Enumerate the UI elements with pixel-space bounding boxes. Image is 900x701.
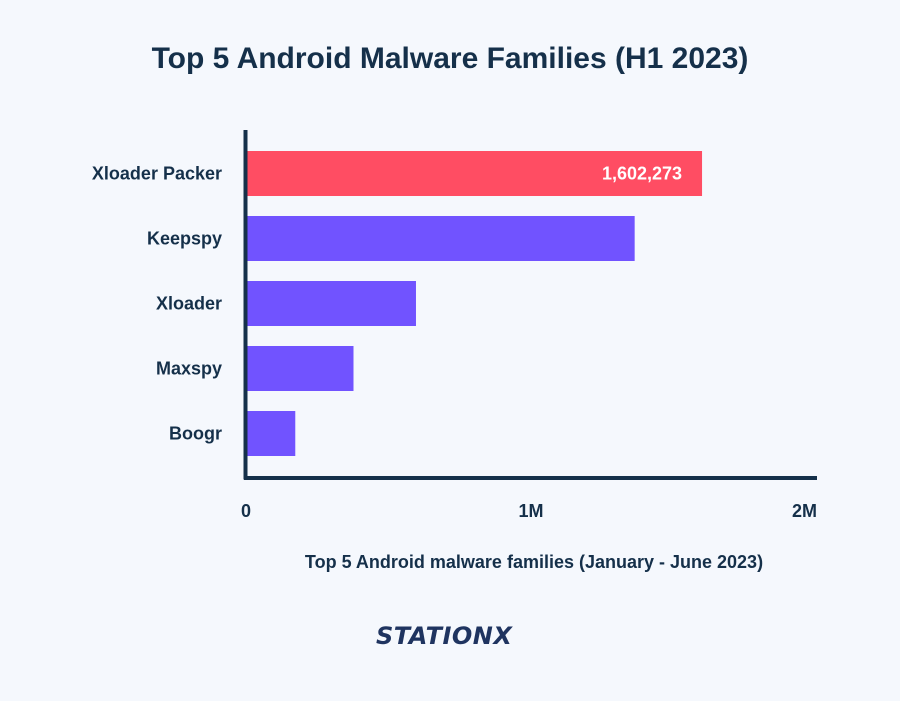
category-label: Maxspy — [156, 359, 222, 379]
logo-text: STATIONX — [376, 622, 513, 650]
bar-xloader — [247, 281, 416, 326]
bar-keepspy — [247, 216, 635, 261]
category-label: Keepspy — [147, 229, 222, 249]
data-label: 1,602,273 — [602, 164, 682, 184]
bar-maxspy — [247, 346, 354, 391]
stationx-logo: STATIONX — [376, 622, 524, 652]
bar-xloader-packer — [247, 151, 703, 196]
x-tick-label: 1M — [518, 501, 543, 521]
x-tick-label: 2M — [792, 501, 817, 521]
bar-boogr — [247, 411, 296, 456]
chart-title: Top 5 Android Malware Families (H1 2023) — [151, 42, 749, 75]
category-label: Xloader Packer — [92, 164, 222, 184]
category-label: Boogr — [169, 424, 222, 444]
x-axis-label: Top 5 Android malware families (January … — [304, 552, 764, 572]
category-label: Xloader — [156, 294, 222, 314]
x-tick-label: 0 — [241, 501, 251, 521]
